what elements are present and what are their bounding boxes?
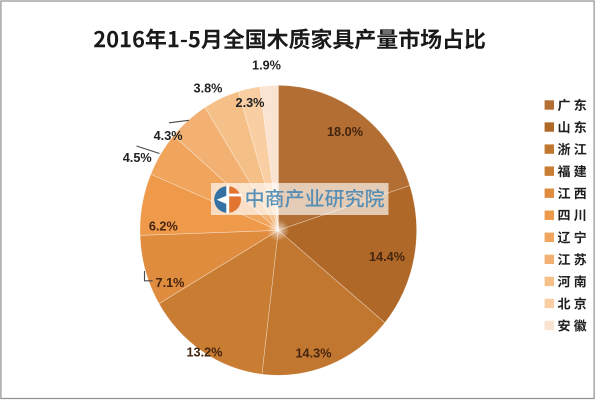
svg-text:4.5%: 4.5% <box>123 151 152 165</box>
svg-text:6.2%: 6.2% <box>149 220 178 234</box>
svg-text:13.2%: 13.2% <box>187 345 223 359</box>
svg-text:3.8%: 3.8% <box>194 82 223 96</box>
svg-text:4.3%: 4.3% <box>154 129 183 143</box>
svg-text:1.9%: 1.9% <box>252 59 281 73</box>
svg-text:14.3%: 14.3% <box>296 347 332 361</box>
svg-text:14.4%: 14.4% <box>369 250 405 264</box>
svg-text:7.1%: 7.1% <box>156 276 185 290</box>
svg-text:2.3%: 2.3% <box>236 96 265 110</box>
svg-text:18.0%: 18.0% <box>327 125 363 139</box>
